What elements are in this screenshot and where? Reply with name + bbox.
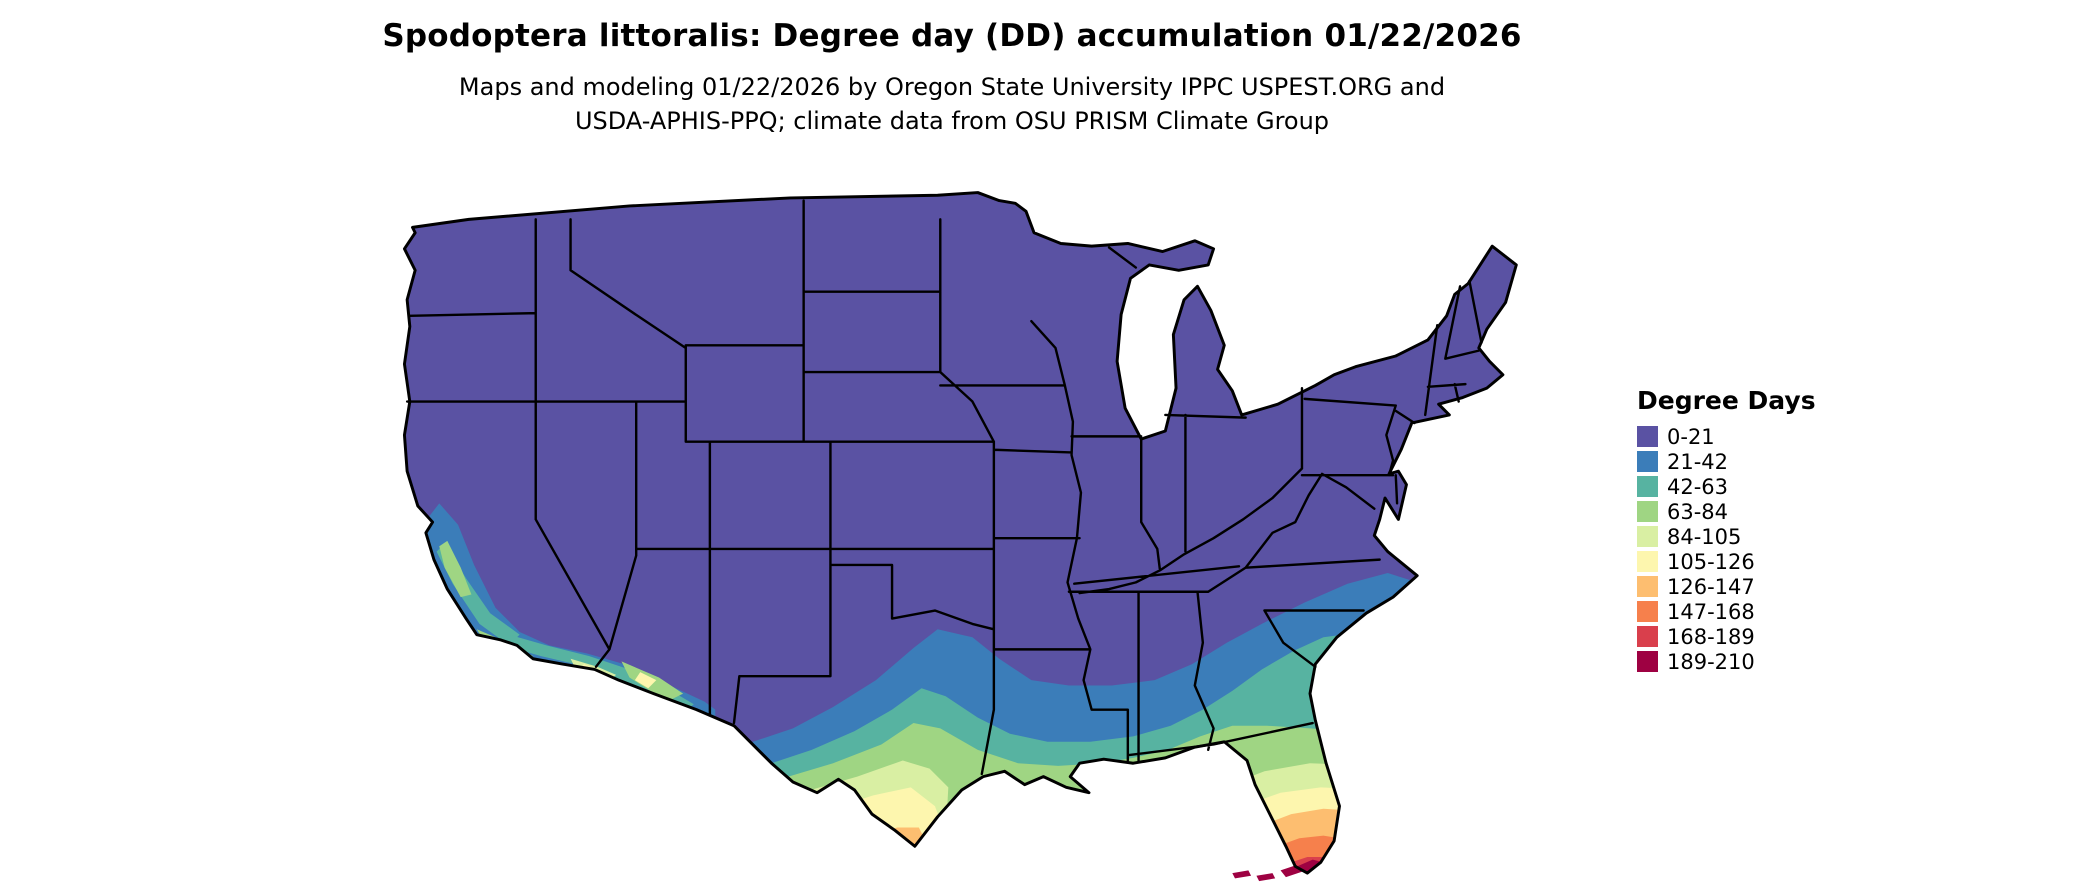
legend-swatch bbox=[1637, 576, 1658, 597]
legend-item: 189-210 bbox=[1637, 649, 1816, 674]
dd-region-168-189-texas-tip bbox=[897, 857, 925, 874]
legend-swatch bbox=[1637, 626, 1658, 647]
legend-item: 168-189 bbox=[1637, 624, 1816, 649]
map-header: Spodoptera littoralis: Degree day (DD) a… bbox=[0, 18, 1904, 138]
legend-swatch bbox=[1637, 451, 1658, 472]
dd-region-126-147-texas bbox=[817, 827, 927, 874]
map-attribution-line-1: Maps and modeling 01/22/2026 by Oregon S… bbox=[458, 73, 1446, 101]
dd-region-63-84-central-valley bbox=[439, 540, 472, 598]
us-degree-day-map bbox=[308, 187, 1594, 884]
legend-label: 147-168 bbox=[1667, 599, 1755, 624]
legend-label: 105-126 bbox=[1667, 549, 1755, 574]
us-nation-outline bbox=[402, 191, 1518, 875]
map-attribution: Maps and modeling 01/22/2026 by Oregon S… bbox=[0, 70, 1904, 138]
legend-label: 189-210 bbox=[1667, 649, 1755, 674]
legend-item: 147-168 bbox=[1637, 599, 1816, 624]
legend-title: Degree Days bbox=[1637, 386, 1816, 415]
dd-region-147-168-texas bbox=[862, 843, 925, 874]
us-map-svg bbox=[402, 191, 1518, 882]
legend-item: 21-42 bbox=[1637, 449, 1816, 474]
map-title: Spodoptera littoralis: Degree day (DD) a… bbox=[382, 18, 1522, 54]
legend-item: 0-21 bbox=[1637, 424, 1816, 449]
legend-label: 21-42 bbox=[1667, 449, 1729, 474]
legend-swatch bbox=[1637, 426, 1658, 447]
legend-label: 63-84 bbox=[1667, 499, 1729, 524]
legend-item: 84-105 bbox=[1637, 524, 1816, 549]
legend-item: 42-63 bbox=[1637, 474, 1816, 499]
dd-region-42-63-socal-arizona bbox=[503, 634, 694, 716]
legend-label: 126-147 bbox=[1667, 574, 1755, 599]
legend-label: 168-189 bbox=[1667, 624, 1755, 649]
florida-keys bbox=[1232, 865, 1302, 882]
legend-swatch bbox=[1637, 476, 1658, 497]
dd-region-105-126-phoenix bbox=[634, 672, 657, 689]
legend-label: 42-63 bbox=[1667, 474, 1729, 499]
legend-swatch bbox=[1637, 651, 1658, 672]
legend-swatch bbox=[1637, 551, 1658, 572]
legend-swatch bbox=[1637, 526, 1658, 547]
legend: Degree Days 0-21 21-42 42-63 63-84 84-105 105… bbox=[1637, 386, 1816, 674]
legend-label: 0-21 bbox=[1667, 424, 1715, 449]
legend-item: 63-84 bbox=[1637, 499, 1816, 524]
legend-swatch bbox=[1637, 601, 1658, 622]
legend-item: 126-147 bbox=[1637, 574, 1816, 599]
legend-swatch bbox=[1637, 501, 1658, 522]
legend-items: 0-21 21-42 42-63 63-84 84-105 105-126 126-147 1… bbox=[1637, 424, 1816, 674]
legend-label: 84-105 bbox=[1667, 524, 1742, 549]
legend-item: 105-126 bbox=[1637, 549, 1816, 574]
map-attribution-line-2: USDA-APHIS-PPQ; climate data from OSU PR… bbox=[574, 107, 1330, 135]
